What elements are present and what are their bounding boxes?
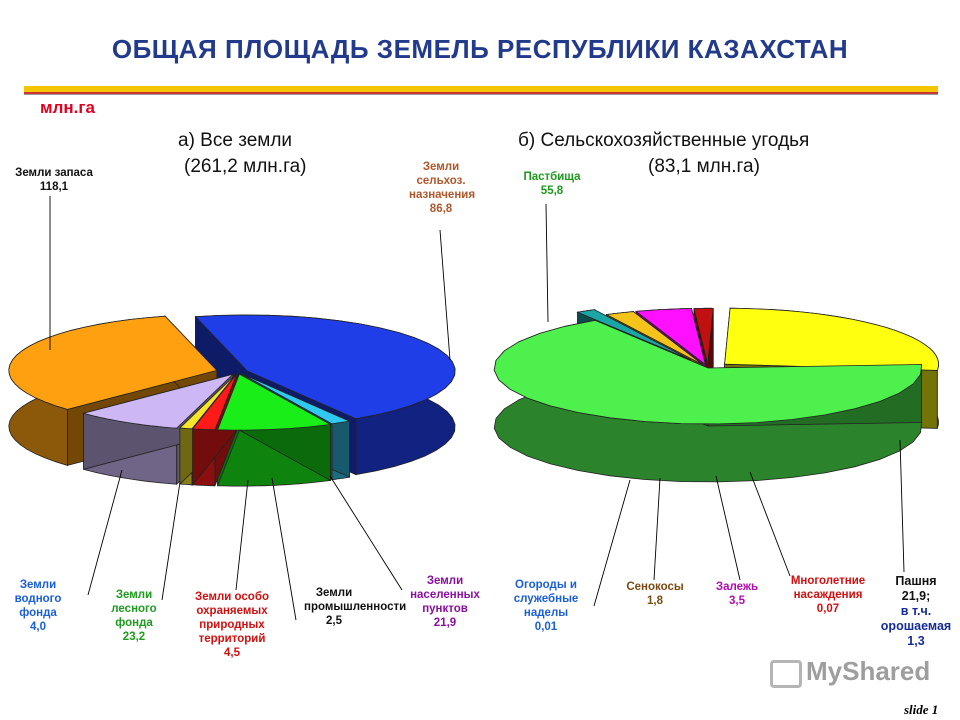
slice-label-naselen-value: 21,9 [433,617,457,629]
watermark-logo-icon [770,660,802,688]
chart-a-slice-top-5 [82,373,235,429]
slice-label-zalezh-name: Залежь [715,581,759,593]
slice-label-oroshaemaya-value: 1,3 [907,634,925,648]
slice-label-naselen: Земли населенных пунктов 21,9 [398,574,492,630]
chart-a-slice-top-2 [217,373,332,431]
chart-b-slice-top-0 [493,319,923,425]
slice-label-lesnoy-name: Земли лесного фонда [111,589,157,629]
slice-label-ogorody-value: 0,01 [534,621,558,633]
chart-a-subtitle: (261,2 млн.га) [184,156,307,177]
slice-label-pastbishcha: Пастбища 55,8 [514,170,590,198]
slice-label-pastbishcha-name: Пастбища [523,171,581,183]
leader-senokosy [653,477,661,581]
slice-label-mnogolet-name: Многолетние насаждения [790,575,866,601]
slice-label-prom-value: 2,5 [326,615,342,627]
chart-b-title: б) Сельскохозяйственные угодья [518,130,810,151]
slice-label-senokosy-value: 1,8 [647,595,663,607]
leader-prom [271,477,297,621]
slice-label-prom: Земли промышленности 2,5 [296,586,407,628]
slice-label-senokosy: Сенокосы 1,8 [614,580,696,608]
chart-b-slice-top-4 [693,307,714,365]
title-divider [24,86,938,94]
leader-zalezh [715,475,741,581]
leader-naselen [329,475,403,591]
slice-label-zapas-name: Земли запаса [15,167,93,179]
leader-pastbishcha [545,203,549,323]
slice-label-ookhr-name: Земли особо охраняемых природных террито… [195,591,269,645]
leader-vodny [87,469,123,596]
slice-label-selkhoz-value: 86,8 [429,203,453,215]
slice-label-lesnoy: Земли лесного фонда 23,2 [104,588,164,644]
chart-b-slice-top-1 [576,309,691,361]
chart-a-slice-top-0 [194,314,456,420]
slice-label-ogorody-name: Огороды и служебные наделы [513,579,579,619]
leader-ookhr [235,479,249,591]
slice-label-oroshaemaya: орошаемая [880,619,952,633]
page-title: ОБЩАЯ ПЛОЩАДЬ ЗЕМЕЛЬ РЕСПУБЛИКИ КАЗАХСТА… [111,34,849,64]
slice-label-vodny-value: 4,0 [30,621,46,633]
slice-label-prom-name: Земли промышленности [304,587,407,613]
slice-label-zalezh-value: 3,5 [729,595,745,607]
watermark-text: MyShared [806,656,931,686]
slice-label-pashnya-prefix: в т.ч. [900,604,932,618]
chart-b-slice-top-2 [605,311,703,365]
chart-a-slice-top-4 [178,373,237,430]
slice-label-senokosy-name: Сенокосы [626,581,684,593]
slice-label-lesnoy-value: 23,2 [122,631,146,643]
slice-label-ogorody: Огороды и служебные наделы 0,01 [500,578,592,634]
chart-a-slice-top-6 [8,315,218,410]
chart-b-slice-top-5 [724,307,939,371]
leader-mnogolet [749,471,791,577]
slice-label-ookhr: Земли особо охраняемых природных террито… [188,590,276,660]
slice-label-vodny-name: Земли водного фонда [14,579,62,619]
chart-a-slice-top-3 [191,373,238,431]
slice-label-pashnya: Пашня 21,9; в т.ч. орошаемая 1,3 [876,574,956,649]
slice-label-pashnya-name: Пашня [895,574,937,588]
leader-ogorody [593,479,631,607]
slide-number: slide 1 [904,702,939,717]
slice-label-naselen-name: Земли населенных пунктов [410,575,480,615]
slice-label-pastbishcha-value: 55,8 [540,185,564,197]
slice-label-vodny: Земли водного фонда 4,0 [6,578,70,634]
slice-label-zalezh: Залежь 3,5 [704,580,770,608]
unit-label: млн.га [40,98,95,117]
slice-label-mnogolet: Многолетние насаждения 0,07 [782,574,874,616]
slice-label-selkhoz-name: Земли сельхоз. назначения [409,161,476,201]
slice-label-selkhoz: Земли сельхоз. назначения 86,8 [396,160,486,216]
leader-lesnoy [161,481,181,601]
slice-label-pashnya-value: 21,9; [901,589,931,603]
chart-b-slice-top-3 [635,308,706,366]
slice-label-ookhr-value: 4,5 [224,647,240,659]
chart-b-subtitle: (83,1 млн.га) [648,156,760,177]
slice-label-zapas: Земли запаса 118,1 [6,166,102,194]
leader-pashnya [899,439,905,573]
slice-label-mnogolet-value: 0,07 [816,603,840,615]
slice-label-zapas-value: 118,1 [39,181,69,193]
leader-selkhoz [439,229,451,361]
chart-a-title: а) Все земли [178,130,293,151]
chart-a-slice-top-1 [240,373,352,425]
